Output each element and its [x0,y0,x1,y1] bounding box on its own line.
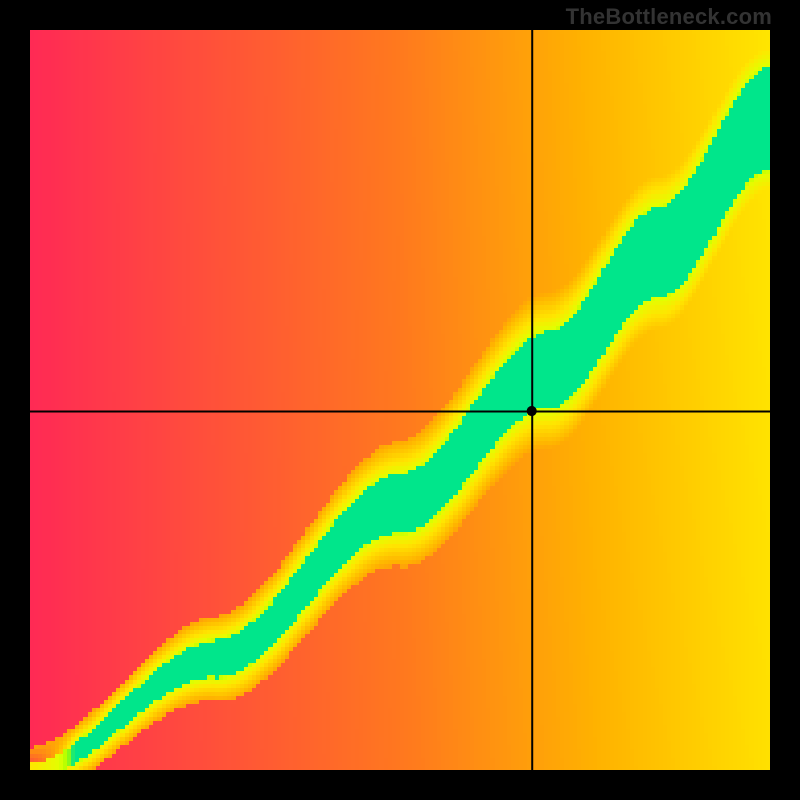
bottleneck-heatmap [30,30,770,770]
watermark-text: TheBottleneck.com [566,4,772,30]
chart-container: TheBottleneck.com [0,0,800,800]
